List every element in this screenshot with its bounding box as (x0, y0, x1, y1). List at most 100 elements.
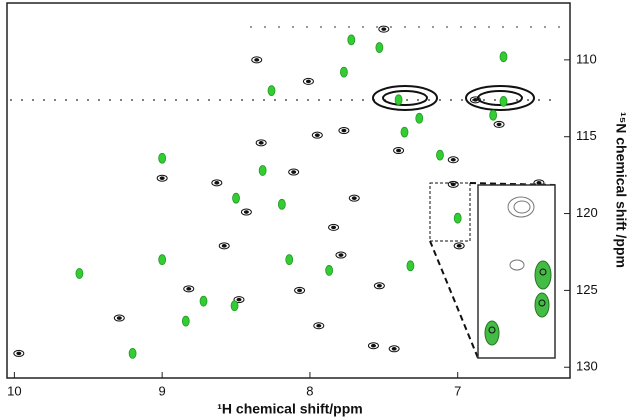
peak-core (291, 170, 297, 174)
peak-core (186, 287, 192, 291)
peak (393, 147, 405, 155)
peak (158, 152, 167, 164)
peak (499, 95, 508, 107)
peak (347, 34, 356, 46)
plot-frame (6, 2, 571, 379)
peak (158, 254, 167, 266)
inset-peak (513, 200, 531, 214)
peak (436, 149, 444, 161)
peak (400, 126, 409, 138)
peak-core (381, 27, 387, 31)
x-axis-title: ¹H chemical shift/ppm (217, 401, 362, 417)
peak (240, 208, 252, 216)
peak (277, 198, 286, 210)
peak-core (297, 288, 303, 293)
peak (183, 285, 195, 293)
y-tick-label: 130 (576, 359, 598, 374)
peak-core (221, 244, 227, 248)
peak (302, 77, 314, 85)
peak (285, 254, 294, 266)
peak (267, 85, 276, 97)
peak-core (341, 128, 347, 133)
inset-peak (488, 326, 496, 334)
peak (447, 180, 459, 188)
spectral-artifacts (10, 26, 560, 111)
peak (338, 127, 350, 135)
peak (499, 51, 508, 63)
peak-core (450, 157, 456, 162)
peak-core (236, 297, 242, 302)
peak (340, 66, 348, 78)
peak-cluster (477, 90, 523, 106)
peak (373, 282, 385, 290)
peak-core (316, 323, 322, 328)
peak-core (391, 346, 397, 351)
peak-core (314, 133, 320, 137)
peak-core (331, 225, 337, 230)
peak (13, 349, 25, 357)
peak (367, 342, 379, 350)
peak (378, 25, 390, 33)
peak (489, 109, 498, 121)
y-tick-label: 125 (576, 282, 598, 297)
peak (251, 56, 263, 64)
peak (288, 168, 300, 176)
peak-core (116, 316, 122, 320)
inset-peak (538, 299, 546, 307)
x-tick-label: 8 (306, 383, 313, 398)
peak (469, 96, 481, 104)
peak (199, 295, 208, 307)
zoom-region (429, 182, 471, 242)
inset-peak (507, 196, 535, 218)
peak (218, 242, 230, 250)
inset-peak (534, 292, 550, 318)
peak-core (396, 148, 402, 153)
peak-cluster (372, 85, 438, 111)
peak-core (243, 210, 249, 214)
peak (447, 156, 459, 164)
peak (311, 131, 323, 139)
peak-core (351, 196, 357, 200)
peak (181, 315, 190, 327)
peak-core (456, 244, 462, 248)
zoom-inset (429, 182, 556, 359)
inset-peak (509, 259, 525, 271)
peak-core (338, 253, 344, 257)
peak (113, 314, 125, 322)
peak (128, 348, 137, 359)
peak-core (370, 343, 376, 348)
inset-peak (539, 268, 547, 276)
x-tick-label: 10 (7, 383, 21, 398)
peak (415, 112, 424, 124)
peak-core (258, 141, 264, 145)
zoom-connector (429, 240, 479, 359)
peak (294, 286, 306, 294)
peak (156, 174, 168, 182)
peak (493, 120, 505, 128)
peak (255, 139, 267, 147)
peak (230, 300, 239, 312)
peak (75, 268, 84, 279)
peak (453, 212, 462, 224)
peak (313, 322, 325, 330)
peak-core (472, 98, 478, 102)
peak (211, 179, 223, 187)
peak (375, 42, 384, 53)
y-axis-title: ¹⁵N chemical shift /ppm (613, 112, 629, 268)
peak-core (376, 283, 382, 288)
peak (232, 192, 240, 204)
peak (258, 165, 267, 176)
peak-core (159, 176, 165, 181)
peak-core (214, 181, 220, 185)
peak (406, 260, 415, 272)
peak-core (254, 58, 260, 62)
y-tick-label: 115 (576, 128, 597, 143)
peak (394, 94, 403, 106)
peak-cluster (382, 90, 428, 106)
x-tick-label: 9 (159, 383, 166, 398)
y-tick-label: 110 (576, 51, 597, 66)
peak (325, 265, 334, 276)
peak (388, 345, 400, 353)
peak-core (496, 122, 502, 127)
